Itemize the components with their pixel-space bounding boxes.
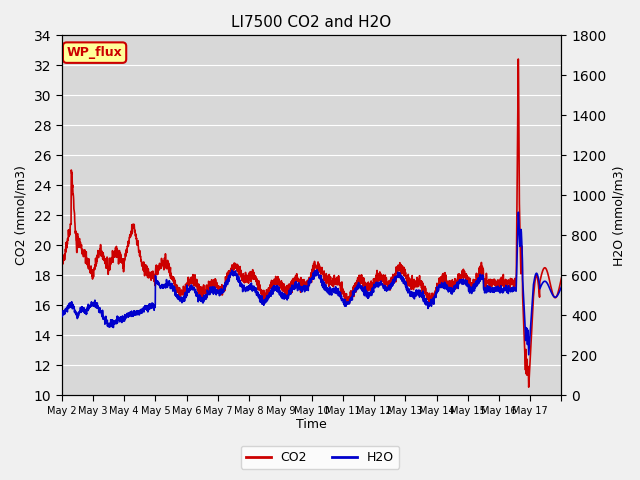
Legend: CO2, H2O: CO2, H2O bbox=[241, 446, 399, 469]
Text: WP_flux: WP_flux bbox=[67, 46, 122, 59]
X-axis label: Time: Time bbox=[296, 419, 327, 432]
Y-axis label: CO2 (mmol/m3): CO2 (mmol/m3) bbox=[15, 165, 28, 265]
Title: LI7500 CO2 and H2O: LI7500 CO2 and H2O bbox=[232, 15, 392, 30]
Y-axis label: H2O (mmol/m3): H2O (mmol/m3) bbox=[612, 165, 625, 265]
